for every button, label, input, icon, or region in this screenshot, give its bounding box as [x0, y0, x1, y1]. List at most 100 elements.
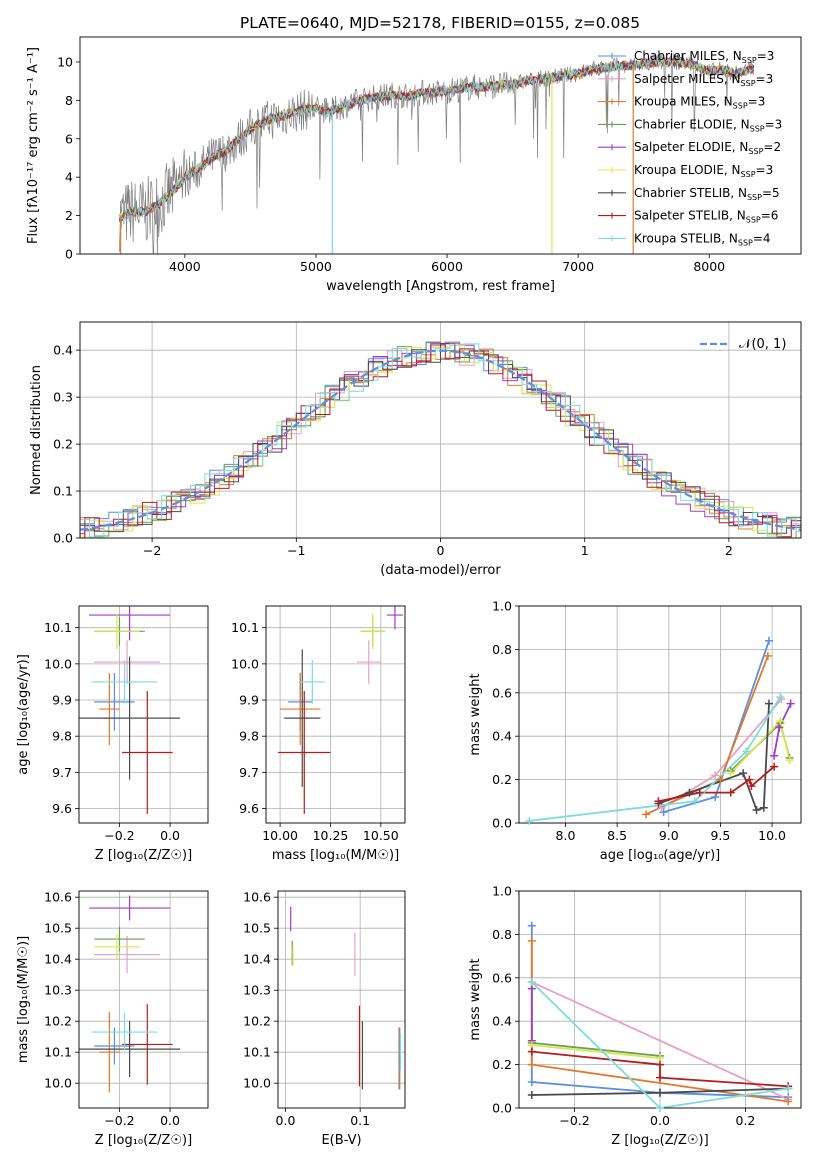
- point-marker: [711, 792, 720, 801]
- legend-label-sub: SSP: [733, 102, 748, 111]
- x-tick-label: 8.5: [607, 828, 627, 843]
- point-marker: [527, 921, 536, 930]
- panel-1: −2 −1 0 1 2 0.0 0.1 0.2 0.3 0.4 (data-model)/error…: [29, 321, 802, 578]
- legend-label: Chabrier MILES, NSSP=3: [634, 49, 774, 65]
- x-tick-label: −1: [287, 543, 305, 558]
- legend-label-text: Kroupa STELIB, N: [634, 231, 738, 245]
- y-tick-label: 9.9: [239, 693, 259, 708]
- legend-label-sub: SSP: [746, 216, 761, 225]
- chart-title: PLATE=0640, MJD=52178, FIBERID=0155, z=0…: [240, 14, 640, 32]
- legend-label-sub: SSP: [741, 79, 756, 88]
- legend-label-suffix: =3: [756, 163, 774, 177]
- point-marker: [776, 717, 785, 726]
- point-marker: [776, 693, 785, 702]
- axes-frame: [78, 890, 209, 1109]
- y-tick-label: 9.7: [52, 765, 72, 780]
- x-tick-label: 8.0: [556, 828, 576, 843]
- series-line-8: [531, 981, 789, 1108]
- point-marker: [784, 1084, 793, 1093]
- y-tick-label: 0.2: [53, 437, 73, 452]
- y-tick-label: 9.6: [52, 801, 72, 816]
- legend-label-suffix: =6: [761, 209, 779, 223]
- x-axis-label: age [log₁₀(age/yr)]: [600, 848, 721, 863]
- y-tick-label: 0.3: [53, 390, 73, 405]
- point-marker: [747, 782, 756, 791]
- y-tick-label: 10.0: [44, 656, 72, 671]
- x-tick-label: 0.0: [160, 828, 180, 843]
- legend-label-suffix: =5: [762, 186, 780, 200]
- legend-label-sub: SSP: [741, 170, 756, 179]
- legend-label-text: Chabrier MILES, N: [634, 49, 742, 63]
- point-marker: [654, 797, 663, 806]
- point-marker: [764, 636, 773, 645]
- x-tick-label: 0.0: [160, 1113, 180, 1128]
- legend-label: Kroupa MILES, NSSP=3: [634, 95, 765, 111]
- x-tick-label: 0.2: [736, 1113, 756, 1128]
- legend-label-text: Salpeter MILES, N: [634, 72, 741, 86]
- legend-label-sub: SSP: [742, 56, 757, 65]
- y-tick-label: 10.6: [243, 890, 271, 905]
- legend-label-text: Kroupa MILES, N: [634, 95, 733, 109]
- y-tick-label: 9.8: [52, 729, 72, 744]
- axes-frame: [79, 36, 802, 255]
- panel-4: 8.0 8.5 9.0 9.5 10.0 0.0 0.2 0.4 0.6 0.8 1.0 age [l…: [468, 599, 802, 863]
- y-tick-label: 0.6: [492, 970, 512, 985]
- legend-label-suffix: =2: [763, 140, 781, 154]
- x-tick-label: −0.2: [104, 1113, 134, 1128]
- y-tick-label: 0.0: [53, 531, 73, 546]
- y-tick-label: 1.0: [492, 884, 512, 899]
- point-marker: [764, 699, 773, 708]
- legend-label-sub: SSP: [747, 193, 762, 202]
- y-tick-label: 10.3: [243, 983, 271, 998]
- y-axis-label: mass weight: [468, 673, 483, 755]
- x-tick-label: 8000: [693, 259, 725, 274]
- y-tick-label: 0.0: [492, 1101, 512, 1116]
- point-marker: [739, 769, 748, 778]
- y-tick-label: 10.1: [44, 620, 72, 635]
- x-tick-label: 4000: [169, 259, 201, 274]
- y-tick-label: 10.2: [44, 1014, 72, 1029]
- plot-area: [118, 53, 755, 254]
- legend-label-suffix: =3: [757, 49, 775, 63]
- x-tick-label: 10.25: [313, 828, 349, 843]
- y-axis-label: Flux [fλ10⁻¹⁷ erg cm⁻² s⁻¹ A⁻¹]: [26, 47, 41, 244]
- histogram-6: [80, 343, 801, 538]
- axes-frame: [78, 605, 209, 824]
- plot-area: [290, 906, 402, 1090]
- point-marker: [657, 803, 666, 812]
- legend-label-sub: SSP: [748, 147, 763, 156]
- x-tick-label: 7000: [562, 259, 594, 274]
- legend-label-text: Salpeter STELIB, N: [634, 209, 746, 223]
- legend-label-text: Chabrier ELODIE, N: [634, 117, 750, 131]
- legend-label-suffix: =3: [748, 95, 766, 109]
- series-line-5: [531, 1044, 661, 1059]
- point-marker: [656, 1104, 664, 1112]
- y-axis-label: mass weight: [468, 958, 483, 1040]
- legend-label: 𝒩(0, 1): [739, 337, 786, 352]
- series-line-7: [658, 765, 775, 803]
- point-marker: [659, 808, 668, 817]
- y-tick-label: 0.4: [492, 1014, 512, 1029]
- x-axis-label: Z [log₁₀(Z/Z☉)]: [611, 1133, 708, 1148]
- y-tick-label: 6: [65, 131, 73, 146]
- y-tick-label: 10.5: [243, 921, 271, 936]
- point-marker: [690, 797, 699, 806]
- axes-frame: [277, 890, 406, 1109]
- point-marker: [775, 723, 784, 732]
- y-tick-label: 0.1: [53, 484, 73, 499]
- x-tick-label: 1: [581, 543, 589, 558]
- y-tick-label: 9.8: [239, 729, 259, 744]
- model-spectrum-7: [118, 55, 755, 224]
- x-tick-label: 10.0: [758, 828, 786, 843]
- series-line-6: [658, 703, 770, 812]
- legend-label-text: Kroupa ELODIE, N: [634, 163, 741, 177]
- x-tick-label: 0.0: [650, 1113, 670, 1128]
- panel-6: 0.0 0.1 10.0 10.1 10.2 10.3 10.4 10.5 10.6 E(B-V): [243, 890, 406, 1148]
- legend-label-text: Salpeter ELODIE, N: [634, 140, 748, 154]
- point-marker: [527, 978, 536, 987]
- plot-area: [79, 606, 181, 814]
- point-marker: [527, 1090, 536, 1099]
- point-marker: [527, 936, 536, 945]
